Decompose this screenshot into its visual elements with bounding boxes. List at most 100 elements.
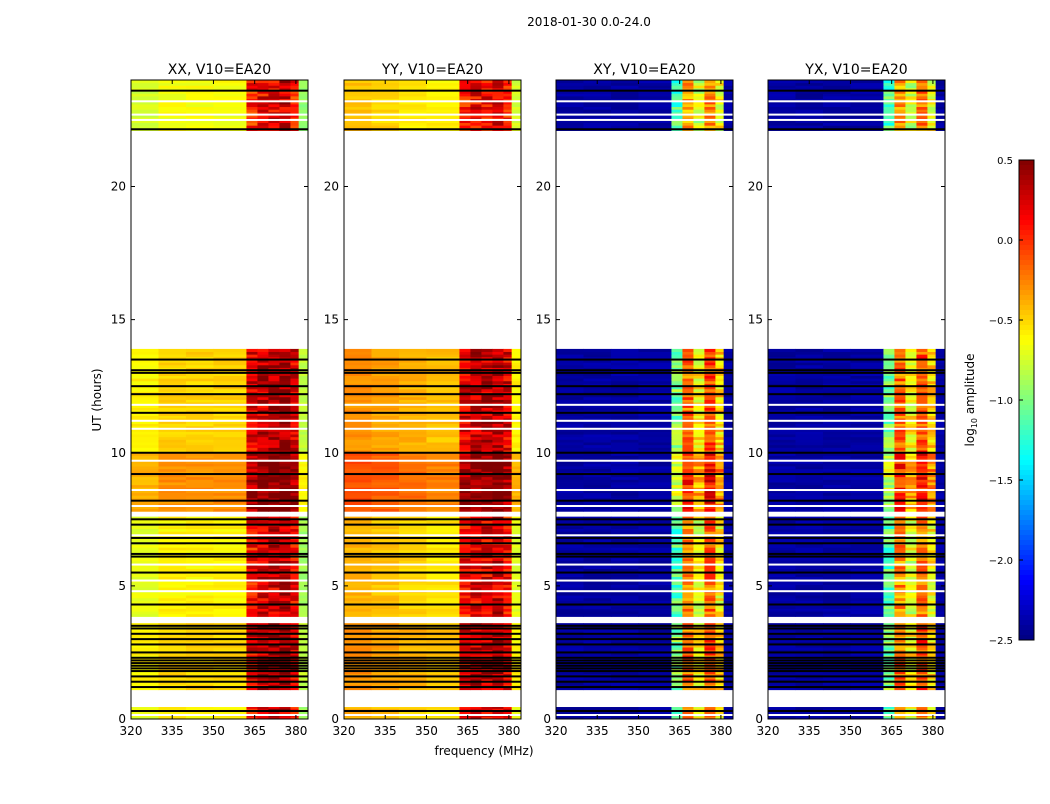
heatmap-cell [693,423,704,426]
heatmap-cell [257,104,268,107]
heatmap-cell [638,531,671,534]
heatmap-cell [611,434,639,437]
heatmap-cell [257,431,268,434]
heatmap-cell [583,526,611,529]
heatmap-cell [131,509,159,512]
heatmap-cell [492,85,503,88]
flagged-line [556,500,733,502]
heatmap-cell [611,561,639,564]
heatmap-cell [186,397,214,400]
heatmap-cell [481,598,492,601]
flagged-line [131,665,308,667]
heatmap-cell [344,614,372,617]
heatmap-cell [459,423,470,426]
heatmap-cell [724,123,734,126]
heatmap-cell [131,611,159,614]
flagged-line [131,572,308,574]
heatmap-cell [481,550,492,553]
heatmap-cell [158,434,186,437]
heatmap-cell [279,437,290,440]
heatmap-cell [715,439,724,442]
heatmap-cell [481,107,492,110]
heatmap-cell [279,85,290,88]
heatmap-cell [556,582,584,585]
heatmap-cell [371,407,399,410]
heatmap-cell [399,445,427,448]
heatmap-cell [611,595,639,598]
heatmap-cell [470,447,481,450]
heatmap-cell [299,601,309,604]
heatmap-cell [682,415,693,418]
flagged-line [556,667,733,669]
heatmap-cell [611,455,639,458]
heatmap-cell [671,381,682,384]
heatmap-cell [279,521,290,524]
heatmap-cell [693,569,704,572]
heatmap-cell [213,566,246,569]
heatmap-cell [131,93,159,96]
heatmap-cell [693,611,704,614]
heatmap-cell [503,598,512,601]
heatmap-cell [290,574,299,577]
flagged-line [131,524,308,526]
heatmap-cell [611,376,639,379]
heatmap-cell [724,466,734,469]
heatmap-cell [704,606,715,609]
heatmap-cell [131,447,159,450]
heatmap-cell [503,582,512,585]
heatmap-cell [704,477,715,480]
heatmap-cell [611,397,639,400]
heatmap-cell [426,442,459,445]
heatmap-cell [503,526,512,529]
heatmap-cell [503,469,512,472]
heatmap-cell [724,493,734,496]
heatmap-cell [426,477,459,480]
heatmap-cell [213,442,246,445]
heatmap-cell [492,614,503,617]
gap-line [556,534,733,536]
heatmap-cell [850,647,883,650]
heatmap-cell [724,593,734,596]
heatmap-cell [426,482,459,485]
heatmap-cell [246,376,257,379]
heatmap-cell [257,550,268,553]
heatmap-cell [213,96,246,99]
heatmap-cell [426,587,459,590]
heatmap-cell [715,495,724,498]
heatmap-cell [481,609,492,612]
heatmap-cell [371,437,399,440]
heatmap-cell [344,550,372,553]
heatmap-cell [246,521,257,524]
heatmap-cell [299,517,309,519]
heatmap-cell [279,550,290,553]
heatmap-cell [715,107,724,110]
flagged-line [344,643,521,645]
heatmap-cell [492,109,503,112]
heatmap-cell [481,93,492,96]
heatmap-cell [459,463,470,466]
heatmap-cell [246,593,257,596]
heatmap-cell [371,479,399,482]
heatmap-cell [682,439,693,442]
gap-line [131,534,308,536]
heatmap-cell [131,526,159,529]
heatmap-cell [158,531,186,534]
heatmap-cell [512,526,522,529]
heatmap-cell [503,354,512,357]
heatmap-cell [371,376,399,379]
heatmap-cell [299,469,309,472]
heatmap-cell [257,381,268,384]
heatmap-cell [344,601,372,604]
heatmap-cell [556,585,584,588]
heatmap-cell [693,434,704,437]
heatmap-cell [503,477,512,480]
heatmap-cell [246,415,257,418]
heatmap-cell [290,407,299,410]
heatmap-cell [503,109,512,112]
heatmap-cell [344,96,372,99]
heatmap-cell [481,439,492,442]
heatmap-cell [290,509,299,512]
heatmap-cell [131,707,159,709]
heatmap-cell [583,447,611,450]
heatmap-cell [131,531,159,534]
